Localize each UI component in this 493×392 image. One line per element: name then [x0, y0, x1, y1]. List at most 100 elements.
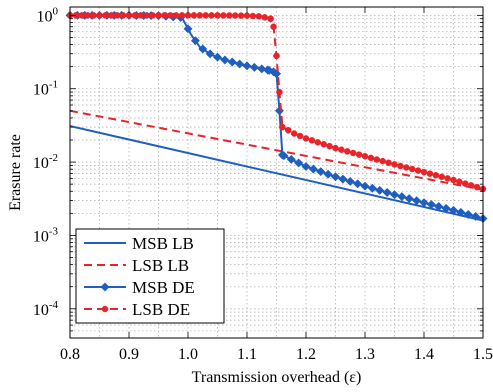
legend-label: LSB LB [132, 256, 189, 275]
y-axis-label: Erasure rate [7, 134, 24, 211]
data-point [90, 12, 97, 19]
data-point [320, 140, 327, 148]
data-point [456, 207, 466, 217]
data-point [375, 185, 385, 195]
data-point [353, 179, 363, 189]
data-point [84, 12, 91, 19]
data-point [373, 156, 381, 163]
data-point [96, 12, 103, 19]
data-point [261, 14, 268, 21]
x-tick-label: 1.1 [237, 346, 257, 363]
data-point [202, 12, 209, 19]
data-point [155, 12, 162, 19]
data-point [397, 192, 407, 202]
legend-label: MSB LB [132, 234, 194, 253]
data-point [108, 12, 115, 19]
data-point [78, 12, 86, 19]
data-point [184, 12, 192, 19]
data-point [172, 12, 180, 19]
x-tick-label: 1.5 [473, 346, 493, 363]
legend-item: LSB LB [84, 256, 189, 275]
data-point [143, 12, 150, 19]
data-point [367, 154, 375, 162]
data-point [382, 187, 392, 198]
data-point [273, 52, 280, 60]
data-point [286, 154, 296, 164]
legend: MSB LB LSB LB MSB DE LSB DE [75, 228, 225, 324]
data-point [167, 12, 174, 19]
data-point [279, 123, 286, 131]
data-point [344, 148, 351, 155]
data-point [412, 196, 422, 206]
y-tick-label: 10-2 [33, 152, 58, 172]
data-point [190, 12, 198, 19]
data-point [448, 205, 459, 215]
data-point [323, 169, 333, 179]
data-point [212, 52, 223, 62]
data-point [462, 180, 469, 187]
data-point [231, 12, 239, 19]
data-point [332, 144, 339, 152]
x-tick-label: 1.0 [178, 346, 198, 363]
data-point [349, 149, 357, 157]
data-point [316, 167, 326, 177]
data-point [220, 12, 227, 19]
data-point [308, 137, 316, 144]
data-point [379, 157, 386, 165]
x-axis-label: Transmission overhead (ε) [192, 369, 362, 386]
data-point [361, 153, 369, 160]
data-point [208, 12, 215, 19]
data-point [242, 61, 252, 71]
y-tick-label: 10-3 [33, 225, 59, 245]
data-point [426, 200, 436, 210]
data-point [467, 182, 475, 189]
x-tick-label: 0.9 [119, 346, 139, 363]
data-point [463, 209, 473, 219]
data-point [389, 190, 400, 200]
data-point [301, 161, 311, 172]
data-point [249, 12, 257, 20]
data-point [414, 167, 422, 174]
data-point [302, 135, 310, 142]
axis-ticks: 0.8 0.9 1.0 1.1 1.2 1.3 1.4 1.5 10-4 10-3 10-2 10-1… [33, 5, 493, 363]
plot-frame [69, 6, 484, 339]
data-point [408, 165, 416, 173]
series-line [69, 125, 484, 222]
legend-item: LSB DE [84, 300, 190, 319]
x-tick-label: 0.8 [60, 346, 80, 363]
legend-item: MSB DE [84, 278, 195, 297]
data-point [243, 12, 251, 19]
data-point [257, 64, 267, 74]
x-tick-label: 1.4 [414, 346, 434, 363]
y-tick-label: 10-4 [33, 299, 59, 319]
data-point [214, 12, 221, 19]
data-point [196, 12, 204, 19]
data-point [263, 65, 273, 75]
x-tick-label: 1.2 [296, 346, 316, 363]
data-point [420, 168, 428, 176]
data-point [330, 172, 341, 182]
x-tick-label: 1.3 [355, 346, 375, 363]
data-point [113, 12, 121, 19]
data-point [249, 62, 259, 72]
data-point [326, 142, 333, 150]
data-point [450, 176, 457, 184]
data-point [255, 13, 263, 20]
data-point [419, 198, 429, 208]
data-point [345, 176, 355, 187]
data-point [125, 12, 133, 19]
data-point [270, 23, 277, 30]
y-tick-label: 100 [37, 5, 59, 25]
data-point [397, 162, 404, 170]
data-point [456, 178, 463, 186]
series-line [69, 109, 484, 191]
data-point [205, 49, 215, 59]
data-point [441, 203, 451, 213]
data-point [290, 130, 298, 137]
data-point [444, 175, 451, 182]
data-point [391, 161, 398, 168]
data-point [338, 174, 348, 184]
series-msb-lb [69, 125, 484, 222]
data-point [119, 12, 127, 19]
data-point [183, 24, 193, 34]
